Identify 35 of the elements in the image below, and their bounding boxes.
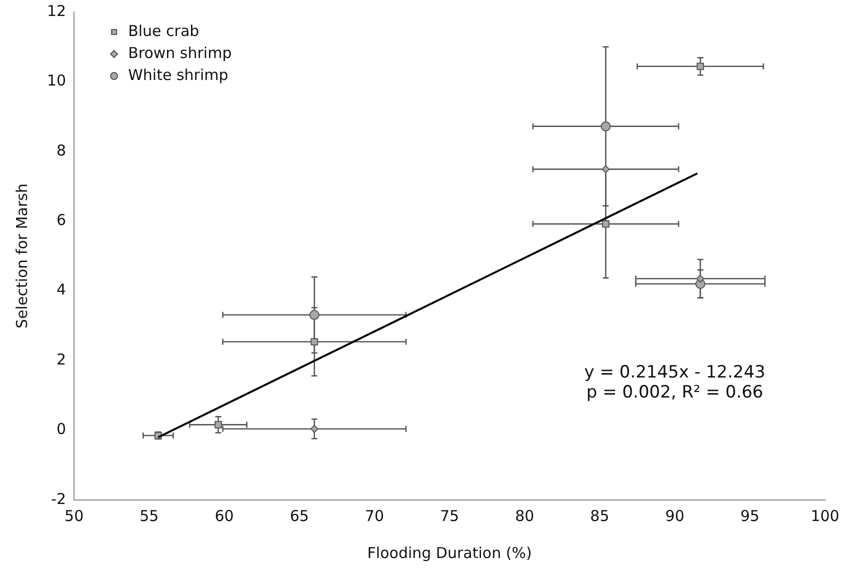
x-tick-label: 55 — [140, 506, 159, 525]
point — [309, 310, 320, 320]
x-tick-label: 80 — [515, 506, 534, 525]
point — [214, 421, 222, 428]
x-tick-label: 60 — [214, 506, 234, 525]
x-tick-label: 95 — [740, 506, 760, 525]
point — [600, 121, 611, 132]
point — [310, 338, 318, 346]
x-tick-label: 65 — [290, 506, 309, 525]
point — [696, 274, 704, 283]
x-tick-label: 50 — [64, 506, 84, 525]
x-axis-title: Flooding Duration (%) — [367, 544, 532, 562]
x-tick-label: 85 — [590, 506, 610, 525]
y-tick-label: 2 — [56, 350, 66, 368]
x-tick-label: 75 — [440, 506, 460, 525]
y-tick-label: 6 — [56, 211, 66, 230]
legend-label: Brown shrimp — [128, 44, 232, 62]
y-tick-label: 0 — [56, 420, 66, 438]
annotation: p = 0.002, R² = 0.66 — [586, 382, 764, 403]
point — [310, 424, 318, 433]
x-tick-label: 70 — [364, 506, 384, 525]
annotation: y = 0.2145x - 12.243 — [584, 362, 766, 383]
point — [696, 62, 704, 70]
x-tick-label: 90 — [665, 506, 684, 525]
y-tick-label: -2 — [51, 490, 66, 508]
y-axis-title: Selection for Marsh — [12, 184, 31, 328]
legend-label: White shrimp — [128, 66, 228, 84]
y-tick-label: 10 — [46, 72, 66, 90]
point — [602, 165, 610, 174]
x-tick-label: 100 — [810, 506, 840, 525]
y-tick-label: 8 — [56, 141, 66, 160]
y-tick-label: 4 — [56, 280, 66, 299]
legend-label: Blue crab — [128, 22, 200, 40]
point — [602, 220, 610, 228]
y-tick-label: 12 — [46, 2, 66, 20]
